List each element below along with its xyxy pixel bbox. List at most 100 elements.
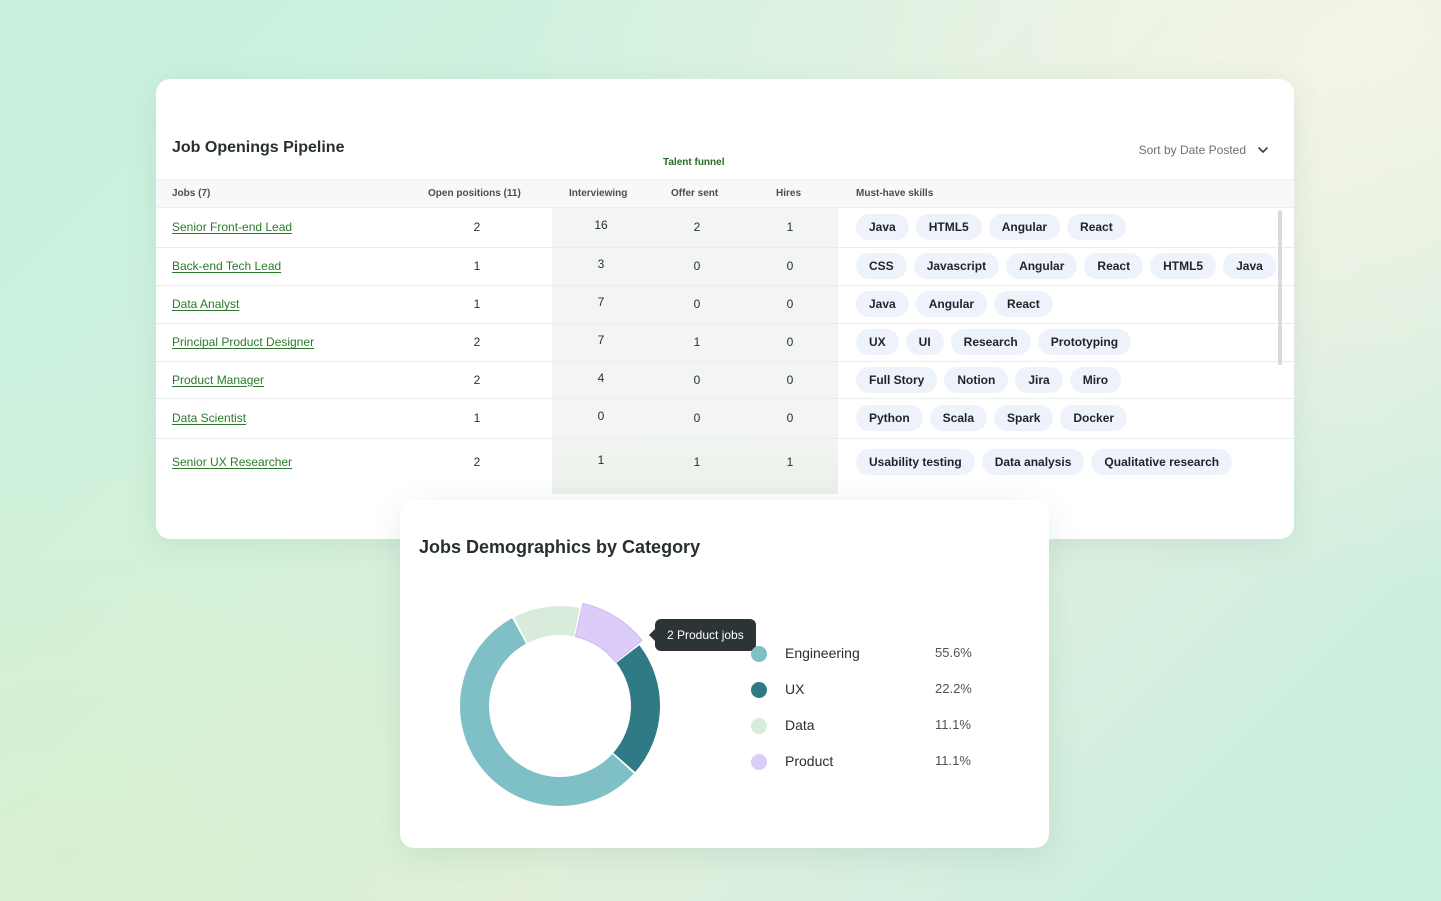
skill-tag: React: [1067, 214, 1126, 240]
demographics-title: Jobs Demographics by Category: [419, 537, 701, 557]
interviewing-cell: 3: [597, 257, 605, 271]
table-row[interactable]: Back-end Tech Lead 1 3 0 0 CSS Javascript Angul…: [156, 248, 1294, 286]
skill-tag: Scala: [929, 405, 988, 431]
job-title-link[interactable]: Back-end Tech Lead: [172, 259, 282, 273]
job-openings-pipeline-card: Job Openings Pipeline Talent funnel Sort…: [156, 79, 1294, 539]
skill-tag: Java: [856, 291, 909, 317]
hires-cell: 0: [786, 259, 794, 273]
table-row[interactable]: Principal Product Designer 2 7 1 0 UX UI Resear…: [156, 324, 1294, 362]
job-title-link[interactable]: Principal Product Designer: [172, 335, 315, 349]
skill-tag: Java: [856, 214, 909, 240]
offer-sent-cell: 0: [693, 297, 701, 311]
skills-list: Java Angular React: [856, 291, 1053, 317]
job-title-link[interactable]: Senior Front-end Lead: [172, 220, 293, 234]
skill-tag: Qualitative research: [1091, 449, 1233, 475]
column-header-hires[interactable]: Hires: [776, 188, 802, 199]
skill-tag: React: [1084, 253, 1144, 279]
skill-tag: Python: [856, 405, 923, 431]
skill-tag: Angular: [915, 291, 988, 317]
job-title-link[interactable]: Data Analyst: [172, 297, 240, 311]
jobs-demographics-card: Jobs Demographics by Category 2 Product …: [400, 500, 1049, 848]
donut-slice-data[interactable]: [514, 606, 580, 643]
skill-tag: UI: [905, 329, 944, 355]
legend-percentage: 22.2%: [935, 681, 972, 696]
table-header: Jobs (7) Open positions (11) Interviewin…: [156, 179, 1294, 208]
skill-tag: Spark: [994, 405, 1054, 431]
legend-item-ux[interactable]: UX 22.2%: [751, 680, 1001, 700]
offer-sent-cell: 2: [693, 220, 701, 234]
column-header-interviewing[interactable]: Interviewing: [569, 188, 628, 199]
skill-tag: Miro: [1069, 366, 1122, 393]
skill-tag: Java: [1223, 253, 1276, 279]
table-row[interactable]: Product Manager 2 4 0 0 Full Story Notion Jira M…: [156, 362, 1294, 399]
job-title-link[interactable]: Data Scientist: [172, 411, 247, 425]
offer-sent-cell: 0: [693, 372, 701, 387]
offer-sent-cell: 0: [693, 259, 701, 273]
legend-swatch: [751, 646, 767, 662]
interviewing-cell: 4: [597, 370, 605, 385]
pipeline-title: Job Openings Pipeline: [172, 139, 345, 156]
open-positions-cell: 2: [473, 220, 481, 234]
table-row[interactable]: Data Scientist 1 0 0 0 Python Scala Spark Docker: [156, 399, 1294, 439]
hires-cell: 1: [786, 455, 794, 469]
legend-item-product[interactable]: Product 11.1%: [751, 752, 1001, 772]
skill-tag: HTML5: [1150, 253, 1217, 279]
job-title-link[interactable]: Senior UX Researcher: [172, 455, 293, 469]
legend-percentage: 11.1%: [935, 753, 971, 768]
legend-label: Engineering: [785, 645, 860, 661]
skill-tag: Jira: [1015, 366, 1063, 393]
legend-item-data[interactable]: Data 11.1%: [751, 716, 1001, 736]
skill-tag: Notion: [944, 366, 1009, 393]
open-positions-cell: 2: [473, 335, 481, 349]
chevron-down-icon: [1258, 147, 1268, 153]
legend-percentage: 55.6%: [935, 645, 972, 660]
column-header-must-have-skills[interactable]: Must-have skills: [856, 188, 934, 199]
skills-list: Usability testing Data analysis Qualitativ…: [856, 449, 1233, 475]
column-header-jobs[interactable]: Jobs (7): [172, 188, 211, 199]
skill-tag: CSS: [856, 253, 907, 279]
hires-cell: 1: [786, 220, 794, 234]
table-scrollbar[interactable]: [1278, 210, 1282, 365]
legend-item-engineering[interactable]: Engineering 55.6%: [751, 644, 1001, 664]
legend-label: Data: [785, 717, 815, 733]
sort-dropdown[interactable]: Sort by Date Posted: [1139, 143, 1270, 157]
column-header-offer-sent[interactable]: Offer sent: [671, 188, 719, 199]
donut-slice-engineering[interactable]: [459, 618, 634, 806]
table-row[interactable]: Senior Front-end Lead 2 16 2 1 Java HTML5 Angul…: [156, 208, 1294, 248]
column-header-open-positions[interactable]: Open positions (11): [428, 188, 521, 199]
hires-cell: 0: [786, 411, 794, 425]
interviewing-cell: 1: [597, 453, 605, 467]
skill-tag: React: [994, 291, 1053, 317]
open-positions-cell: 1: [473, 297, 481, 311]
skills-list: Python Scala Spark Docker: [856, 405, 1128, 431]
offer-sent-cell: 0: [693, 411, 701, 425]
offer-sent-cell: 1: [693, 335, 701, 349]
hires-cell: 0: [786, 372, 794, 387]
legend-swatch: [751, 754, 767, 770]
open-positions-cell: 1: [473, 411, 481, 425]
legend-swatch: [751, 718, 767, 734]
table-row[interactable]: Data Analyst 1 7 0 0 Java Angular React: [156, 286, 1294, 324]
chart-tooltip: 2 Product jobs: [649, 619, 756, 651]
legend-label: Product: [785, 753, 834, 769]
interviewing-cell: 7: [597, 333, 605, 347]
skill-tag: Docker: [1060, 405, 1128, 431]
category-donut-chart: [459, 602, 660, 806]
legend-label: UX: [785, 681, 805, 697]
skill-tag: UX: [856, 329, 899, 355]
skills-list: Full Story Notion Jira Miro: [856, 366, 1122, 393]
job-title-link[interactable]: Product Manager: [172, 372, 265, 387]
open-positions-cell: 2: [473, 372, 481, 387]
skill-tag: HTML5: [915, 214, 982, 240]
interviewing-cell: 7: [597, 295, 605, 309]
talent-funnel-highlight: [552, 208, 838, 494]
offer-sent-cell: 1: [693, 455, 701, 469]
skill-tag: Angular: [1006, 253, 1078, 279]
table-row[interactable]: Senior UX Researcher 2 1 1 1 Usability testin…: [156, 439, 1294, 487]
skills-list: UX UI Research Prototyping: [856, 329, 1132, 355]
donut-slice-ux[interactable]: [613, 645, 660, 772]
skill-tag: Prototyping: [1037, 329, 1132, 355]
skills-list: Java HTML5 Angular React: [856, 214, 1126, 240]
open-positions-cell: 1: [473, 259, 481, 273]
donut-slice-product[interactable]: [574, 602, 643, 663]
